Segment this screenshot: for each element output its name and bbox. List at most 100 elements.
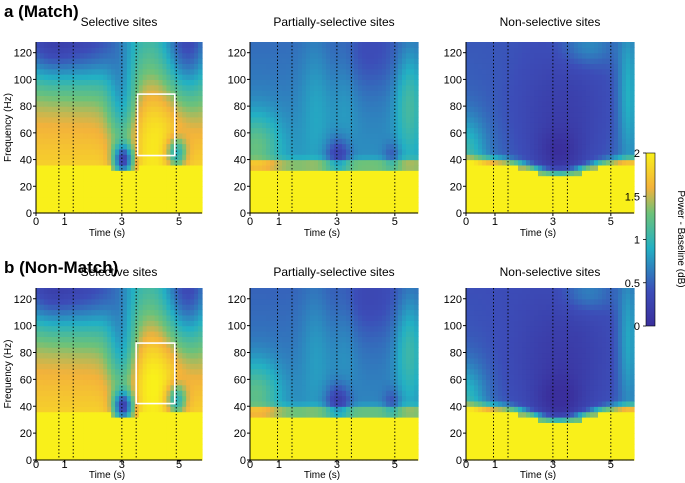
- heatmap-cell: [506, 42, 511, 48]
- heatmap-cell: [55, 122, 61, 129]
- heatmap-cell: [51, 90, 57, 97]
- heatmap-cell: [51, 58, 57, 64]
- heatmap-cell: [362, 90, 367, 97]
- heatmap-cell: [486, 122, 491, 129]
- heatmap-cell: [87, 320, 92, 327]
- heatmap-cell: [614, 68, 619, 75]
- heatmap-cell: [402, 180, 407, 187]
- heatmap-cell: [122, 406, 128, 413]
- heatmap-cell: [538, 74, 543, 80]
- heatmap-cell: [326, 154, 331, 161]
- heatmap-cell: [190, 63, 195, 70]
- heatmap-cell: [554, 207, 559, 214]
- heatmap-cell: [130, 47, 136, 54]
- heatmap-cell: [298, 52, 303, 59]
- heatmap-cell: [366, 100, 371, 107]
- heatmap-cell: [83, 100, 88, 107]
- heatmap-cell: [190, 186, 195, 193]
- heatmap-cell: [626, 100, 631, 107]
- heatmap-cell: [498, 100, 503, 107]
- heatmap-cell: [370, 207, 375, 214]
- heatmap-cell: [103, 100, 108, 107]
- heatmap-cell: [63, 138, 69, 145]
- heatmap-cell: [126, 100, 132, 107]
- heatmap-cell: [370, 106, 375, 113]
- heatmap-cell: [518, 95, 523, 102]
- heatmap-cell: [618, 95, 623, 102]
- heatmap-cell: [59, 422, 65, 429]
- heatmap-cell: [566, 52, 571, 59]
- heatmap-cell: [71, 63, 77, 70]
- heatmap-cell: [370, 196, 375, 203]
- heatmap-cell: [162, 159, 168, 166]
- heatmap-cell: [538, 127, 543, 134]
- heatmap-cell: [71, 433, 77, 440]
- heatmap-cell: [558, 58, 563, 64]
- heatmap-cell: [194, 207, 199, 214]
- heatmap-cell: [43, 159, 49, 166]
- heatmap-cell: [99, 298, 104, 305]
- heatmap-cell: [67, 84, 73, 91]
- heatmap-cell: [250, 111, 255, 118]
- heatmap-cell: [158, 148, 164, 155]
- heatmap-cell: [51, 314, 57, 321]
- heatmap-cell: [470, 164, 475, 171]
- heatmap-cell: [366, 52, 371, 59]
- heatmap-cell: [83, 341, 88, 348]
- heatmap-cell: [162, 68, 168, 75]
- heatmap-cell: [170, 180, 175, 187]
- heatmap-cell: [122, 74, 128, 80]
- heatmap-cell: [158, 180, 164, 187]
- heatmap-cell: [554, 90, 559, 97]
- heatmap-cell: [63, 68, 69, 75]
- heatmap-cell: [87, 196, 92, 203]
- heatmap-cell: [286, 58, 291, 64]
- heatmap-cell: [115, 127, 120, 134]
- heatmap-cell: [594, 79, 599, 86]
- heatmap-cell: [119, 379, 124, 386]
- heatmap-cell: [130, 90, 136, 97]
- heatmap-cell: [382, 42, 387, 48]
- heatmap-cell: [322, 90, 327, 97]
- heatmap-cell: [250, 42, 255, 48]
- heatmap-cell: [47, 148, 53, 155]
- heatmap-cell: [262, 95, 267, 102]
- heatmap-cell: [71, 357, 77, 364]
- heatmap-cell: [290, 68, 295, 75]
- heatmap-cell: [374, 132, 379, 139]
- heatmap-cell: [134, 411, 140, 418]
- heatmap-cell: [510, 111, 515, 118]
- heatmap-cell: [83, 132, 88, 139]
- heatmap-cell: [598, 207, 603, 214]
- heatmap-cell: [282, 154, 287, 161]
- heatmap-cell: [494, 68, 499, 75]
- heatmap-cell: [111, 411, 116, 418]
- heatmap-cell: [474, 79, 479, 86]
- heatmap-cell: [111, 170, 116, 177]
- heatmap-cell: [302, 148, 307, 155]
- heatmap-cell: [178, 90, 183, 97]
- heatmap-cell: [310, 79, 315, 86]
- heatmap-cell: [91, 314, 96, 321]
- heatmap-cell: [99, 47, 104, 54]
- heatmap-cell: [514, 58, 519, 64]
- heatmap-cell: [59, 438, 65, 445]
- heatmap-cell: [111, 314, 116, 321]
- heatmap-cell: [103, 374, 108, 380]
- heatmap-cell: [55, 84, 61, 91]
- heatmap-cell: [87, 42, 92, 48]
- heatmap-cell: [119, 341, 124, 348]
- heatmap-cell: [394, 95, 399, 102]
- heatmap-cell: [622, 191, 627, 198]
- heatmap-cell: [470, 202, 475, 209]
- heatmap-cell: [59, 74, 65, 80]
- heatmap-cell: [542, 127, 547, 134]
- heatmap-cell: [134, 207, 140, 214]
- heatmap-cell: [130, 417, 136, 423]
- heatmap-cell: [119, 293, 124, 300]
- heatmap-cell: [530, 164, 535, 171]
- heatmap-cell: [278, 111, 283, 118]
- heatmap-cell: [510, 63, 515, 70]
- heatmap-cell: [63, 395, 69, 402]
- heatmap-cell: [83, 454, 88, 461]
